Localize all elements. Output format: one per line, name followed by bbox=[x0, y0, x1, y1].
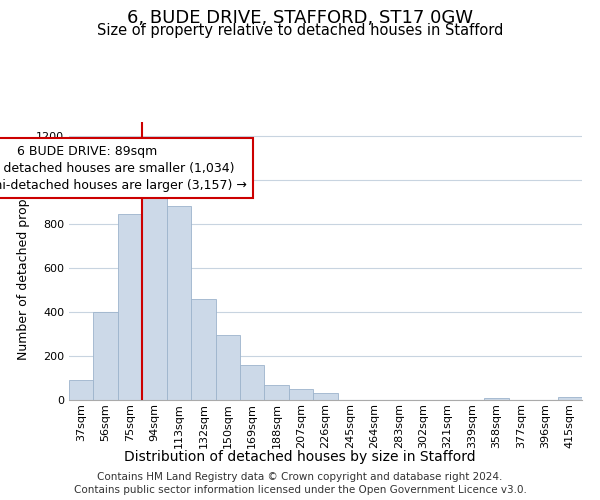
Bar bbox=[557, 396, 582, 400]
Bar bbox=[94, 312, 118, 400]
Y-axis label: Number of detached properties: Number of detached properties bbox=[17, 163, 31, 360]
Text: Contains HM Land Registry data © Crown copyright and database right 2024.
Contai: Contains HM Land Registry data © Crown c… bbox=[74, 472, 526, 495]
Bar bbox=[240, 365, 265, 400]
Bar bbox=[289, 389, 313, 400]
Bar bbox=[118, 214, 142, 400]
Text: Size of property relative to detached houses in Stafford: Size of property relative to detached ho… bbox=[97, 22, 503, 38]
Bar bbox=[484, 398, 509, 400]
Text: 6 BUDE DRIVE: 89sqm
← 24% of detached houses are smaller (1,034)
74% of semi-det: 6 BUDE DRIVE: 89sqm ← 24% of detached ho… bbox=[0, 144, 247, 192]
Bar bbox=[167, 206, 191, 400]
Text: Distribution of detached houses by size in Stafford: Distribution of detached houses by size … bbox=[124, 450, 476, 464]
Bar bbox=[215, 335, 240, 400]
Text: 6, BUDE DRIVE, STAFFORD, ST17 0GW: 6, BUDE DRIVE, STAFFORD, ST17 0GW bbox=[127, 9, 473, 27]
Bar bbox=[191, 298, 215, 400]
Bar bbox=[142, 188, 167, 400]
Bar bbox=[69, 380, 94, 400]
Bar bbox=[313, 394, 338, 400]
Bar bbox=[265, 384, 289, 400]
